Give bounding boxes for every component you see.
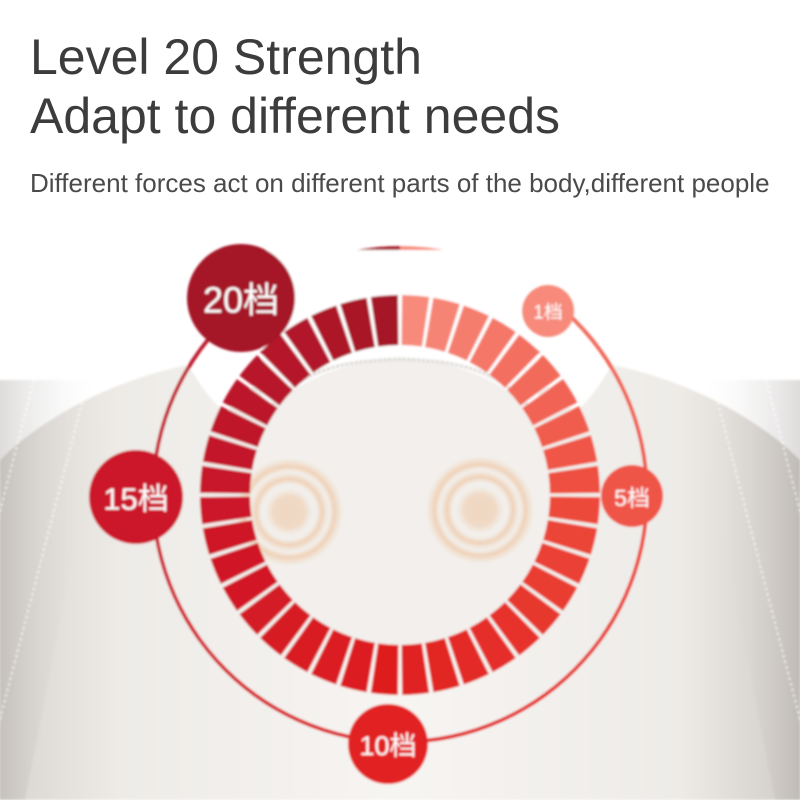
svg-text:5档: 5档: [614, 485, 650, 511]
svg-text:10档: 10档: [359, 731, 416, 761]
svg-text:15档: 15档: [103, 482, 168, 517]
svg-text:1档: 1档: [533, 302, 563, 324]
svg-text:20档: 20档: [203, 280, 279, 321]
